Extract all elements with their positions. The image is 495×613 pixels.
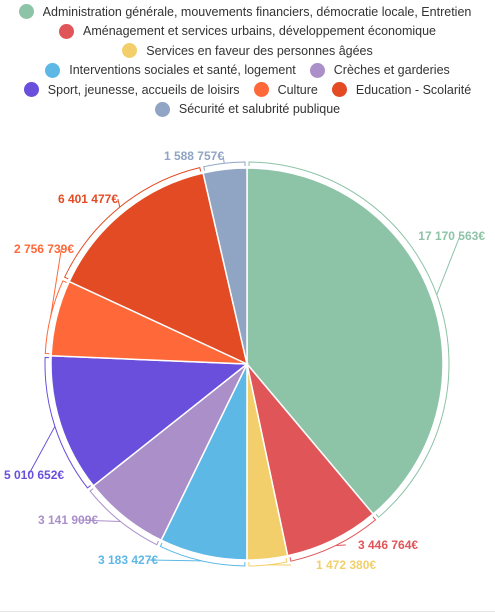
legend-item[interactable]: Services en faveur des personnes âgées: [122, 43, 373, 59]
legend-item[interactable]: Crèches et garderies: [309, 62, 450, 78]
bottom-divider: [0, 611, 495, 612]
label-leader: [222, 155, 225, 164]
legend-swatch: [59, 23, 74, 39]
slice-value-label: 17 170 563€: [418, 229, 485, 243]
slice-value-label: 3 183 427€: [98, 553, 158, 567]
slice-value-label: 6 401 477€: [58, 192, 118, 206]
legend-swatch: [309, 62, 325, 78]
slice-value-label: 1 472 380€: [316, 558, 376, 572]
slice-connector: [44, 280, 67, 355]
legend-row: Interventions sociales et santé, logemen…: [0, 61, 495, 81]
legend-row: Sécurité et salubrité publique: [0, 100, 495, 120]
pie-slice[interactable]: [50, 354, 250, 487]
slice-value-label: 3 446 764€: [358, 538, 418, 552]
slice-connector: [289, 516, 377, 562]
pie-slice[interactable]: [68, 172, 249, 366]
pie-slice[interactable]: [246, 167, 444, 516]
label-leader: [335, 544, 346, 547]
legend-swatch: [122, 43, 138, 59]
legend-item[interactable]: Sport, jeunesse, accueils de loisirs: [23, 82, 240, 98]
slice-value-label: 3 141 909€: [38, 513, 98, 527]
legend-label: Education - Scolarité: [355, 82, 472, 97]
legend-row: Aménagement et services urbains, dévelop…: [0, 22, 495, 42]
legend-label: Culture: [277, 82, 318, 97]
legend-swatch: [154, 101, 170, 117]
label-leader: [50, 248, 62, 317]
legend-label: Administration générale, mouvements fina…: [42, 4, 472, 19]
legend-item[interactable]: Interventions sociales et santé, logemen…: [45, 62, 296, 78]
slice-connector: [63, 166, 202, 280]
legend-swatch: [45, 62, 61, 78]
legend-label: Services en faveur des personnes âgées: [146, 43, 373, 58]
legend-label: Aménagement et services urbains, dévelop…: [83, 24, 436, 39]
legend-row: Sport, jeunesse, accueils de loisirs Cult…: [0, 80, 495, 100]
pie-slice[interactable]: [202, 167, 248, 365]
label-leader: [28, 426, 56, 476]
label-leader: [436, 235, 461, 295]
slice-connector: [159, 542, 246, 567]
legend-item[interactable]: Administration générale, mouvements fina…: [18, 4, 472, 20]
pie-slice[interactable]: [246, 363, 375, 557]
slice-connector: [248, 557, 288, 567]
legend-row: Services en faveur des personnes âgées: [0, 41, 495, 61]
legend-label: Crèches et garderies: [333, 63, 450, 78]
legend-item[interactable]: Culture: [253, 82, 318, 98]
legend-swatch: [331, 82, 347, 98]
slice-connector: [89, 488, 159, 546]
slice-value-label: 2 756 739€: [14, 242, 74, 256]
legend-swatch: [253, 82, 269, 98]
label-leader: [78, 519, 121, 522]
label-leader: [117, 198, 121, 208]
label-leader: [148, 559, 202, 562]
slice-value-label: 1 588 757€: [164, 149, 224, 163]
legend-swatch: [18, 4, 34, 20]
legend-row: Administration générale, mouvements fina…: [0, 2, 495, 22]
legend-label: Sécurité et salubrité publique: [178, 102, 341, 117]
legend-item[interactable]: Education - Scolarité: [331, 82, 472, 98]
slice-connector: [44, 356, 91, 489]
slice-value-label: 5 010 652€: [4, 468, 64, 482]
legend-swatch: [23, 82, 39, 98]
legend-item[interactable]: Aménagement et services urbains, dévelop…: [59, 23, 436, 39]
legend-item[interactable]: Sécurité et salubrité publique: [154, 101, 341, 117]
legend-label: Sport, jeunesse, accueils de loisirs: [47, 82, 240, 97]
legend-label: Interventions sociales et santé, logemen…: [69, 63, 296, 78]
chart-legend: Administration générale, mouvements fina…: [0, 0, 495, 119]
